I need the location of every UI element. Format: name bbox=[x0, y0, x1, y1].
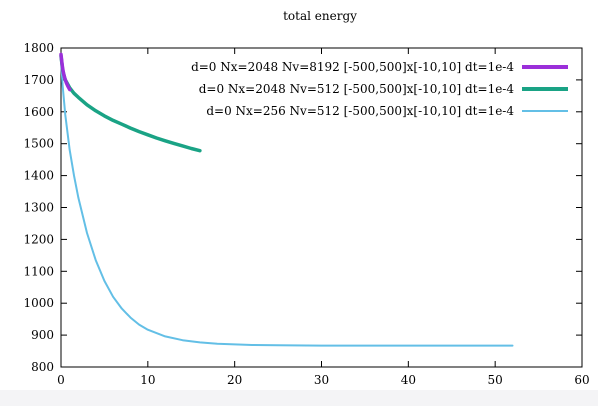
y-tick-label: 1600 bbox=[23, 105, 54, 119]
x-tick-label: 30 bbox=[314, 373, 329, 387]
y-tick-label: 1800 bbox=[23, 41, 54, 55]
y-tick-label: 1700 bbox=[23, 73, 54, 87]
series-line-1 bbox=[59, 52, 72, 92]
y-tick-label: 1200 bbox=[23, 232, 54, 246]
y-tick-label: 900 bbox=[31, 328, 54, 342]
x-tick-label: 10 bbox=[140, 373, 155, 387]
y-tick-label: 800 bbox=[31, 360, 54, 374]
x-tick-label: 0 bbox=[57, 373, 65, 387]
y-tick-label: 1500 bbox=[23, 137, 54, 151]
series-line-3 bbox=[60, 59, 514, 347]
legend-entry-label: d=0 Nx=2048 Nv=8192 [-500,500]x[-10,10] … bbox=[191, 60, 514, 74]
y-tick-label: 1000 bbox=[23, 296, 54, 310]
x-tick-label: 40 bbox=[401, 373, 416, 387]
series-line-2 bbox=[59, 54, 202, 153]
legend-entry-label: d=0 Nx=2048 Nv=512 [-500,500]x[-10,10] d… bbox=[199, 82, 515, 96]
y-tick-label: 1300 bbox=[23, 201, 54, 215]
legend-entry-label: d=0 Nx=256 Nv=512 [-500,500]x[-10,10] dt… bbox=[206, 104, 514, 118]
chart-title: total energy bbox=[283, 9, 357, 23]
window-bottom-strip bbox=[0, 390, 598, 406]
x-tick-label: 50 bbox=[488, 373, 503, 387]
y-tick-label: 1100 bbox=[23, 264, 54, 278]
x-tick-label: 20 bbox=[227, 373, 242, 387]
x-tick-label: 60 bbox=[574, 373, 589, 387]
y-tick-label: 1400 bbox=[23, 169, 54, 183]
